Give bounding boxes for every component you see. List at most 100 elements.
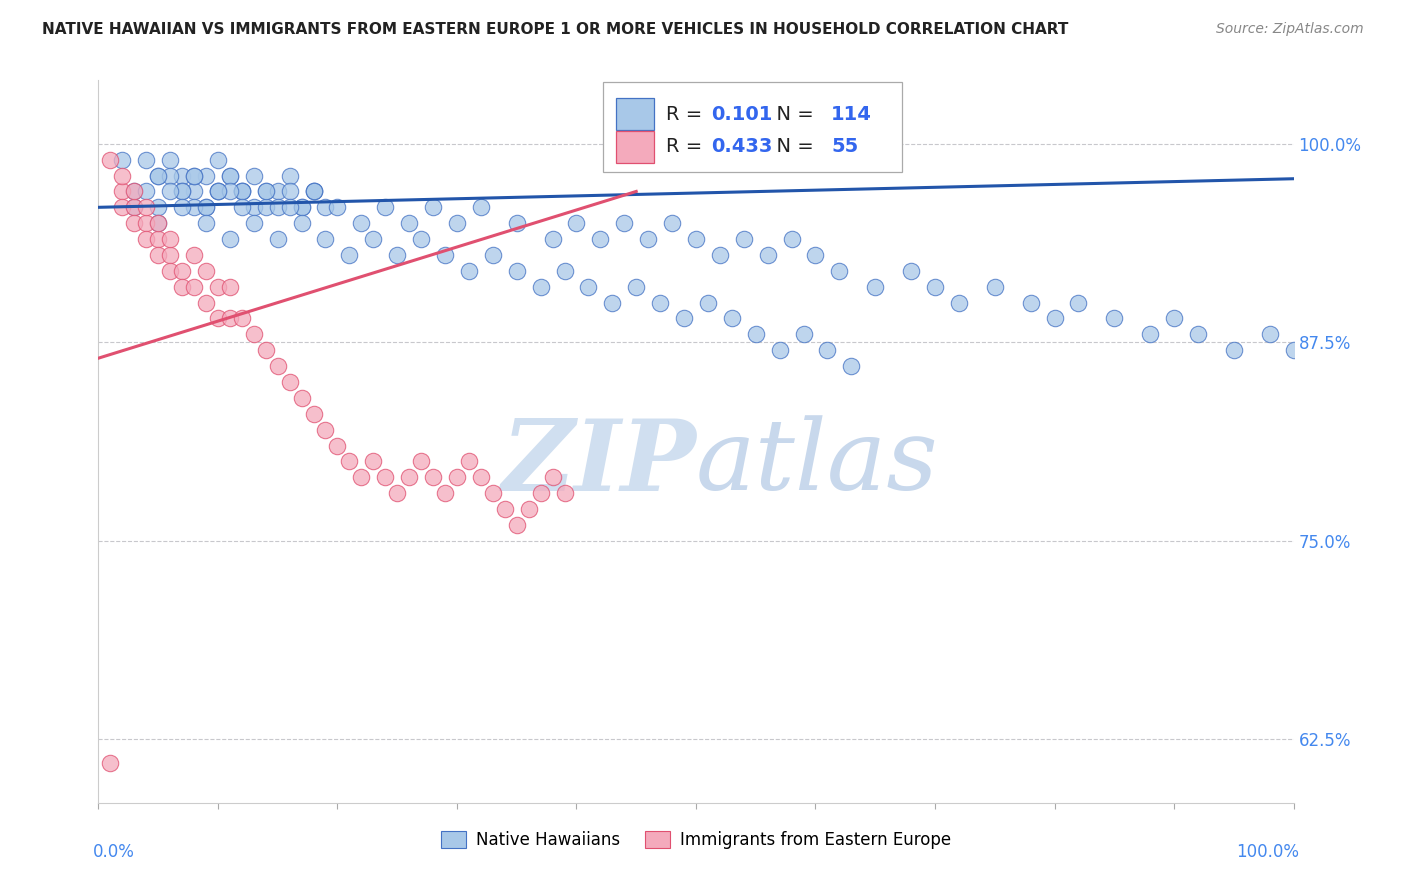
Point [172,185,194,199]
Point [422,200,444,214]
Point [148,248,170,262]
Text: R =: R = [666,137,709,156]
Point [374,470,396,484]
Point [291,391,314,405]
Point [602,295,624,310]
Text: 55: 55 [831,137,858,156]
Point [411,232,433,246]
Point [1163,311,1185,326]
Point [626,279,648,293]
Point [984,279,1007,293]
Point [172,185,194,199]
Point [446,216,468,230]
Point [183,169,205,183]
Point [315,423,337,437]
Point [589,232,612,246]
Point [254,200,277,214]
Point [267,232,290,246]
Point [434,248,457,262]
Point [135,216,157,230]
Point [207,311,229,326]
Point [673,311,696,326]
Point [254,185,277,199]
Point [721,311,744,326]
Point [458,264,481,278]
Point [219,232,242,246]
Point [124,185,146,199]
Point [98,153,122,167]
Point [159,264,181,278]
Point [148,232,170,246]
Point [756,248,779,262]
Point [172,200,194,214]
Point [148,169,170,183]
Point [948,295,970,310]
Point [446,470,468,484]
Point [159,232,181,246]
Point [374,200,396,214]
Point [768,343,790,358]
Point [195,264,218,278]
Point [339,248,361,262]
Point [183,169,205,183]
Point [530,486,553,500]
Point [148,216,170,230]
Point [267,185,290,199]
Text: 0.433: 0.433 [711,137,773,156]
Point [326,438,349,452]
Point [159,153,181,167]
Point [267,200,290,214]
Text: 0.0%: 0.0% [93,843,135,861]
Point [231,311,253,326]
Point [159,248,181,262]
FancyBboxPatch shape [616,98,654,130]
Point [231,200,253,214]
Point [315,232,337,246]
Point [1187,327,1209,342]
Point [339,454,361,468]
Point [506,264,529,278]
Point [554,486,576,500]
Point [172,279,194,293]
Point [195,200,218,214]
Point [124,216,146,230]
Point [745,327,768,342]
Point [565,216,588,230]
Point [243,327,266,342]
Point [815,343,838,358]
Point [111,185,134,199]
Point [183,248,205,262]
Point [291,216,314,230]
Point [183,200,205,214]
Point [278,185,301,199]
Point [385,486,409,500]
Point [195,200,218,214]
Point [804,248,827,262]
Point [1043,311,1066,326]
Point [363,454,385,468]
Point [315,200,337,214]
Text: Source: ZipAtlas.com: Source: ZipAtlas.com [1216,22,1364,37]
Point [302,185,325,199]
Text: N =: N = [763,137,820,156]
Point [219,311,242,326]
Point [434,486,457,500]
Point [398,470,420,484]
Point [302,185,325,199]
Point [243,216,266,230]
Point [254,343,277,358]
Point [148,216,170,230]
Point [780,232,803,246]
Point [207,279,229,293]
Point [302,185,325,199]
Point [411,454,433,468]
FancyBboxPatch shape [616,131,654,162]
Point [326,200,349,214]
Point [1258,327,1281,342]
Point [135,185,157,199]
Point [733,232,755,246]
Point [1019,295,1042,310]
Text: R =: R = [666,104,709,124]
Point [1067,295,1090,310]
Point [697,295,720,310]
